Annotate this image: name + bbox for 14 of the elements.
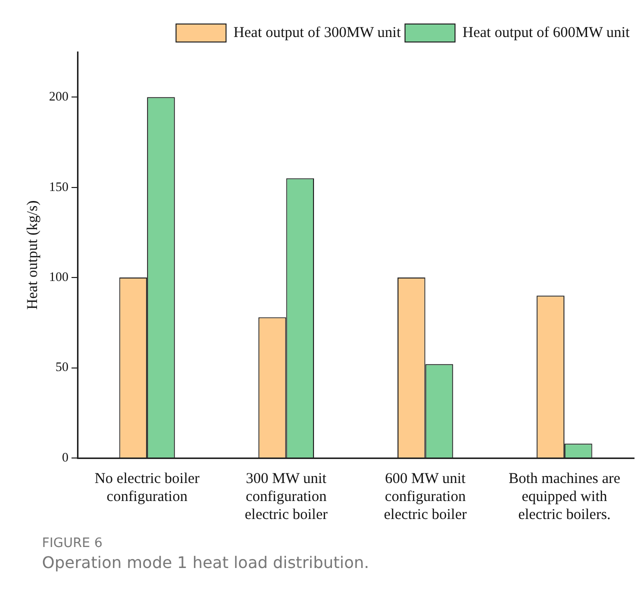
legend-label: Heat output of 300MW unit bbox=[234, 24, 402, 41]
y-tick-label: 200 bbox=[49, 88, 68, 104]
x-tick-label: 300 MW unit configuration electric boiler bbox=[244, 470, 328, 523]
caption: FIGURE 6 bbox=[42, 536, 104, 551]
y-tick-label: 0 bbox=[62, 449, 68, 464]
legend-label: Heat output of 600MW unit bbox=[462, 24, 631, 41]
y-axis-title: Heat output (kg/s) bbox=[24, 200, 41, 310]
y-tick-label: 150 bbox=[49, 178, 68, 194]
text: Operation mode 1 heat load distribution. bbox=[42, 553, 370, 572]
x-tick-label: No electric boiler configuration bbox=[94, 470, 200, 505]
y-tick-label: 100 bbox=[49, 268, 68, 284]
x-tick-label: Both machines are equipped with electric boilers. bbox=[508, 470, 621, 523]
x-tick-label: 600 MW unit configuration electric boiler bbox=[384, 470, 467, 523]
y-tick-label: 50 bbox=[56, 359, 68, 374]
